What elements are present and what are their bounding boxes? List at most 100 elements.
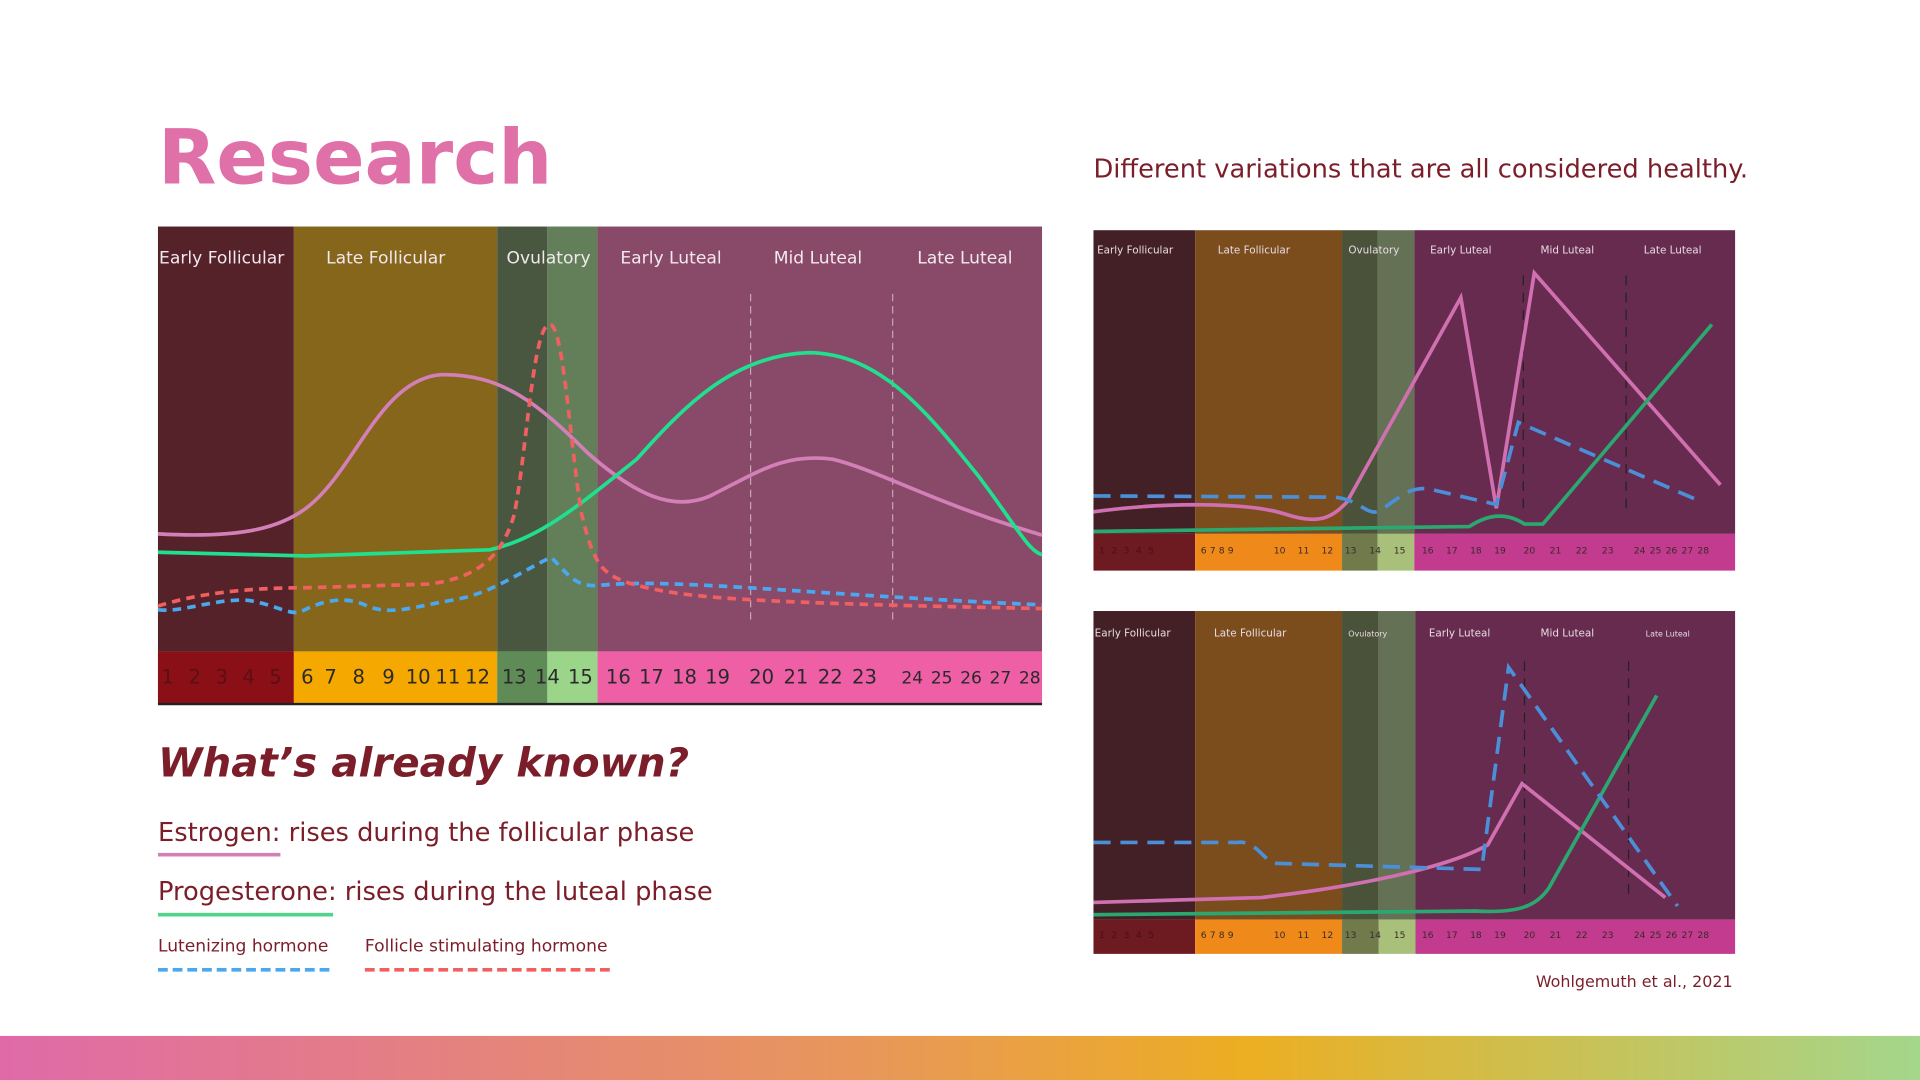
phase-label: Late Follicular <box>1214 628 1287 640</box>
phase-bg <box>1195 611 1343 920</box>
day-label: 18 <box>1470 930 1482 941</box>
day-label: 9 <box>1228 930 1234 941</box>
day-label: 11 <box>1298 930 1310 941</box>
day-label: 16 <box>1422 930 1434 941</box>
day-strip <box>547 651 598 705</box>
phase-label: Ovulatory <box>1348 630 1387 639</box>
fsh-curve <box>157 322 1043 611</box>
day-label: 6 <box>1201 930 1207 941</box>
day-label: 27 <box>1682 930 1694 941</box>
day-label: 21 <box>1550 545 1562 556</box>
day-label: 5 <box>1148 545 1154 556</box>
day-label: 28 <box>1697 545 1709 556</box>
variant-chart <box>1093 230 1736 571</box>
day-label: 12 <box>1322 930 1334 941</box>
day-label: 18 <box>1470 545 1482 556</box>
phase-label: Early Luteal <box>620 248 721 268</box>
day-strip <box>497 651 548 705</box>
phase-label: Ovulatory <box>1348 244 1399 256</box>
phase-bg <box>1093 611 1196 920</box>
day-strip <box>1342 919 1379 954</box>
day-strip <box>1377 533 1415 571</box>
footer-bar <box>0 1035 1920 1080</box>
heading: What’s already known? <box>158 738 689 786</box>
legend-label: Follicle stimulating hormone <box>365 936 608 956</box>
day-label: 13 <box>502 665 527 688</box>
day-strip <box>1093 533 1196 571</box>
day-label: 22 <box>1576 545 1588 556</box>
subtitle: Different variations that are all consid… <box>1093 155 1748 185</box>
day-label: 23 <box>1602 930 1614 941</box>
lh-curve <box>1093 419 1703 514</box>
day-label: 9 <box>1228 545 1234 556</box>
day-label: 2 <box>1111 930 1117 941</box>
day-label: 27 <box>1682 545 1694 556</box>
phase-label: Ovulatory <box>507 248 591 268</box>
day-strip <box>1195 533 1343 571</box>
phase-bg <box>597 226 1043 652</box>
day-label: 17 <box>1446 545 1458 556</box>
day-label: 1 <box>1099 930 1105 941</box>
day-label: 16 <box>606 665 631 688</box>
estrogen-curve <box>1093 268 1722 522</box>
phase-label: Early Luteal <box>1430 244 1491 256</box>
day-label: 13 <box>1345 545 1357 556</box>
known-item: Progesterone: rises during the luteal ph… <box>158 877 713 907</box>
phase-bg <box>1377 230 1415 534</box>
phase-bg <box>293 226 498 652</box>
day-label: 13 <box>1345 930 1357 941</box>
day-label: 23 <box>1602 545 1614 556</box>
day-label: 5 <box>1148 930 1154 941</box>
progesterone-curve <box>157 350 1043 558</box>
main-chart <box>157 226 1043 706</box>
day-label: 4 <box>242 665 254 688</box>
lh-curve <box>1093 662 1680 908</box>
day-label: 15 <box>568 665 593 688</box>
progesterone-curve <box>1093 694 1659 917</box>
day-label: 25 <box>931 668 953 688</box>
day-strip <box>597 651 1043 705</box>
day-label: 28 <box>1697 930 1709 941</box>
estrogen-curve <box>157 372 1043 537</box>
progesterone-curve <box>1093 323 1714 534</box>
known-item: Estrogen: rises during the follicular ph… <box>158 818 694 848</box>
day-label: 4 <box>1136 545 1142 556</box>
phase-bg <box>497 226 548 652</box>
phase-label: Late Luteal <box>917 248 1012 268</box>
day-label: 16 <box>1422 545 1434 556</box>
day-label: 3 <box>1124 930 1130 941</box>
day-label: 6 <box>1201 545 1207 556</box>
day-label: 15 <box>1394 545 1406 556</box>
phase-label: Mid Luteal <box>1541 628 1595 640</box>
day-label: 14 <box>1369 930 1381 941</box>
day-label: 24 <box>1634 545 1646 556</box>
day-label: 5 <box>269 665 281 688</box>
title: Research <box>158 114 552 202</box>
citation: Wohlgemuth et al., 2021 <box>1536 972 1733 991</box>
day-label: 19 <box>1494 930 1506 941</box>
day-label: 10 <box>406 665 431 688</box>
phase-bg <box>1415 611 1736 920</box>
phase-label: Early Luteal <box>1429 628 1490 640</box>
phase-label: Late Luteal <box>1644 244 1702 256</box>
day-label: 7 <box>1210 930 1216 941</box>
day-label: 2 <box>188 665 200 688</box>
phase-bg <box>1093 230 1196 534</box>
day-strip <box>1415 919 1736 954</box>
day-strip <box>1093 919 1196 954</box>
phase-label: Mid Luteal <box>774 248 862 268</box>
day-label: 26 <box>1666 545 1678 556</box>
day-label: 11 <box>1298 545 1310 556</box>
day-label: 24 <box>901 668 923 688</box>
day-strip <box>1342 533 1378 571</box>
phase-bg <box>1342 611 1379 920</box>
day-strip <box>293 651 498 705</box>
day-label: 4 <box>1136 930 1142 941</box>
day-label: 3 <box>215 665 227 688</box>
phase-label: Early Follicular <box>1097 244 1174 256</box>
day-label: 26 <box>960 668 982 688</box>
day-label: 8 <box>353 665 365 688</box>
day-label: 8 <box>1219 930 1225 941</box>
day-label: 10 <box>1274 545 1286 556</box>
